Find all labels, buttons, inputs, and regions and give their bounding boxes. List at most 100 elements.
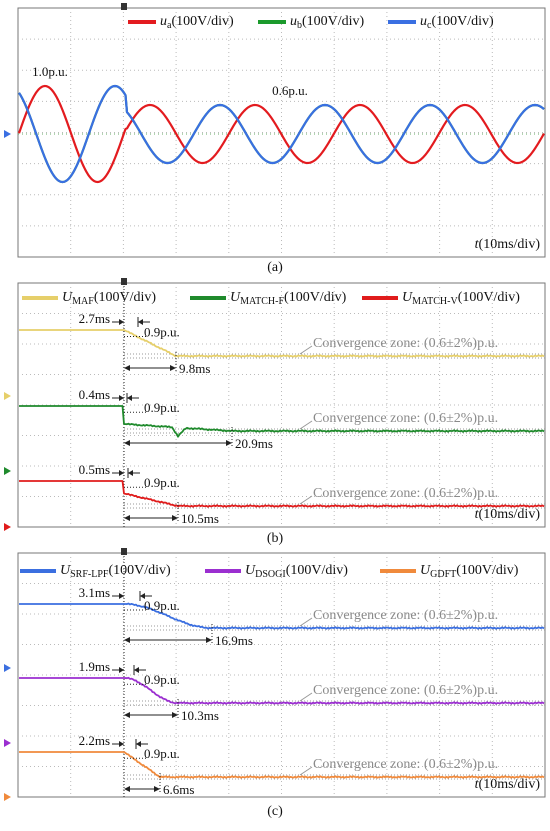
zone-pointer bbox=[299, 766, 313, 776]
waveform bbox=[19, 602, 545, 630]
legend-label: ub(100V/div) bbox=[290, 14, 365, 31]
arrow-head bbox=[127, 395, 132, 401]
symbol: U bbox=[420, 563, 431, 578]
waveform bbox=[18, 84, 545, 184]
arrow-head bbox=[172, 712, 178, 718]
zone-pointer bbox=[299, 345, 313, 355]
subscript: c bbox=[427, 20, 432, 31]
unit: (100V/div) bbox=[171, 14, 234, 29]
arrow-head bbox=[206, 637, 212, 643]
arrow-head bbox=[124, 637, 130, 643]
delay-label: 1.9ms bbox=[79, 659, 110, 674]
trigger-marker bbox=[121, 278, 127, 285]
zone-label: Convergence zone: (0.6±2%)p.u. bbox=[313, 683, 498, 698]
unit: (100V/div) bbox=[431, 14, 494, 29]
legend-label: UMAF(100V/div) bbox=[62, 290, 156, 307]
channel-marker bbox=[4, 739, 11, 747]
zone-pointer bbox=[299, 420, 313, 430]
symbol: u bbox=[290, 14, 297, 29]
waveform bbox=[19, 480, 545, 508]
time-scale: t(10ms/div) bbox=[475, 237, 541, 252]
channel-marker bbox=[4, 523, 11, 531]
arrow-head bbox=[119, 741, 124, 747]
annotation: 1.0p.u. bbox=[32, 64, 68, 79]
legend-label: ua(100V/div) bbox=[160, 14, 234, 31]
subscript: MATCH-F bbox=[240, 296, 284, 307]
subscript: SRF-LPF bbox=[70, 569, 109, 580]
arrow-head bbox=[154, 786, 160, 792]
arrow-head bbox=[134, 667, 139, 673]
subscript: a bbox=[167, 20, 172, 31]
subscript: MAF bbox=[72, 296, 94, 307]
arrow-head bbox=[119, 395, 124, 401]
unit: (100V/div) bbox=[456, 563, 519, 578]
annotation: 0.6p.u. bbox=[272, 83, 308, 98]
legend-label: UGDFT(100V/div) bbox=[420, 563, 519, 580]
subscript: DSOGI bbox=[255, 569, 286, 580]
panel-caption: (b) bbox=[267, 531, 284, 546]
arrow-head bbox=[124, 786, 130, 792]
arrow-head bbox=[226, 440, 232, 446]
arrow-head bbox=[128, 470, 133, 476]
unit: (100V/div) bbox=[302, 14, 365, 29]
subscript: MATCH-V bbox=[412, 296, 458, 307]
waveform bbox=[17, 84, 545, 184]
arrow-head bbox=[119, 667, 124, 673]
waveform bbox=[19, 751, 545, 779]
unit: (10ms/div) bbox=[479, 777, 541, 792]
unit: (100V/div) bbox=[286, 563, 349, 578]
dip-label: 0.9p.u. bbox=[144, 598, 180, 613]
channel-marker bbox=[4, 130, 11, 138]
trigger-marker bbox=[121, 548, 127, 555]
subscript: b bbox=[297, 20, 302, 31]
symbol: U bbox=[402, 290, 413, 305]
delay-label: 0.4ms bbox=[79, 387, 110, 402]
channel-marker bbox=[4, 664, 11, 672]
waveform bbox=[19, 405, 545, 438]
symbol: U bbox=[245, 563, 256, 578]
unit: (100V/div) bbox=[108, 563, 171, 578]
dip-label: 0.9p.u. bbox=[144, 672, 180, 687]
symbol: U bbox=[60, 563, 71, 578]
dip-label: 0.9p.u. bbox=[144, 475, 180, 490]
symbol: u bbox=[160, 14, 167, 29]
unit: (100V/div) bbox=[458, 290, 521, 305]
arrow-head bbox=[124, 515, 130, 521]
trigger-marker bbox=[121, 3, 127, 10]
symbol: t bbox=[475, 507, 480, 522]
symbol: t bbox=[475, 777, 480, 792]
delay-label: 2.2ms bbox=[79, 733, 110, 748]
settle-label: 10.3ms bbox=[181, 708, 219, 723]
arrow-head bbox=[170, 365, 176, 371]
legend-label: UDSOGI(100V/div) bbox=[245, 563, 348, 580]
symbol: U bbox=[62, 290, 73, 305]
unit: (100V/div) bbox=[284, 290, 347, 305]
settle-label: 6.6ms bbox=[163, 782, 194, 797]
delay-label: 0.5ms bbox=[79, 462, 110, 477]
arrow-head bbox=[140, 593, 145, 599]
zone-label: Convergence zone: (0.6±2%)p.u. bbox=[313, 757, 498, 772]
arrow-head bbox=[119, 593, 124, 599]
settle-label: 16.9ms bbox=[215, 633, 253, 648]
legend-label: UMATCH-F(100V/div) bbox=[230, 290, 347, 307]
time-scale: t(10ms/div) bbox=[475, 777, 541, 792]
settle-label: 9.8ms bbox=[179, 361, 210, 376]
legend-label: uc(100V/div) bbox=[420, 14, 494, 31]
channel-marker bbox=[4, 392, 11, 400]
zone-pointer bbox=[299, 495, 313, 505]
arrow-head bbox=[138, 319, 143, 325]
dip-label: 0.9p.u. bbox=[144, 324, 180, 339]
symbol: U bbox=[230, 290, 241, 305]
zone-pointer bbox=[299, 692, 313, 702]
arrow-head bbox=[172, 515, 178, 521]
channel-marker bbox=[4, 793, 11, 801]
unit: (10ms/div) bbox=[479, 507, 541, 522]
zone-label: Convergence zone: (0.6±2%)p.u. bbox=[313, 411, 498, 426]
arrow-head bbox=[124, 440, 130, 446]
arrow-head bbox=[119, 319, 124, 325]
settle-label: 10.5ms bbox=[181, 511, 219, 526]
delay-label: 3.1ms bbox=[79, 585, 110, 600]
arrow-head bbox=[124, 712, 130, 718]
symbol: u bbox=[420, 14, 427, 29]
